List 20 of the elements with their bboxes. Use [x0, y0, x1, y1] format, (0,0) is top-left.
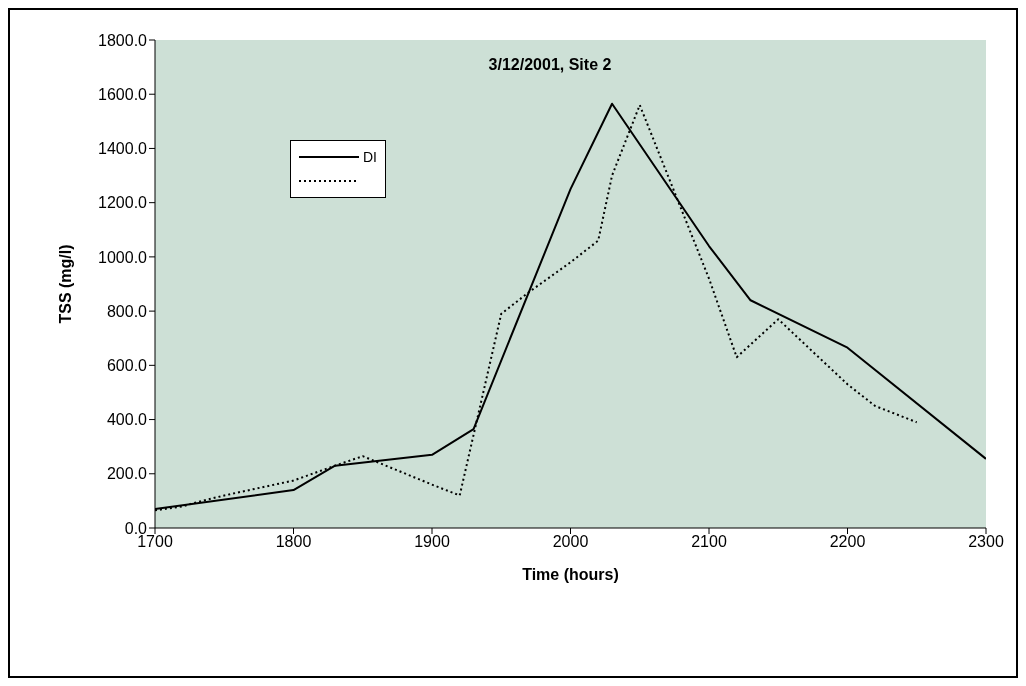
legend-label: DI — [363, 149, 377, 165]
x-tick-label: 2300 — [968, 533, 1004, 551]
y-axis-title: TSS (mg/l) — [56, 244, 74, 324]
x-tick-label: 1700 — [137, 533, 173, 551]
y-tick-label: 800.0 — [106, 302, 148, 320]
x-tick-label: 2100 — [691, 533, 727, 551]
x-tick-label: 1900 — [414, 533, 450, 551]
x-axis-title: Time (hours) — [522, 566, 619, 583]
x-tick-label: 2000 — [552, 533, 589, 551]
y-tick-label: 1800.0 — [98, 31, 148, 49]
y-tick-label: 400.0 — [106, 411, 148, 429]
y-tick-label: 1000.0 — [98, 248, 148, 266]
x-tick-label: 1800 — [275, 533, 312, 551]
y-tick-label: 1600.0 — [98, 85, 148, 103]
y-tick-label: 600.0 — [106, 357, 148, 375]
y-tick-label: 1400.0 — [98, 140, 148, 158]
y-tick-label: 1200.0 — [98, 194, 148, 212]
text: 3/12/2001, Site 2 — [488, 56, 612, 73]
x-tick-label: 2200 — [829, 533, 866, 551]
y-tick-label: 200.0 — [106, 465, 148, 483]
